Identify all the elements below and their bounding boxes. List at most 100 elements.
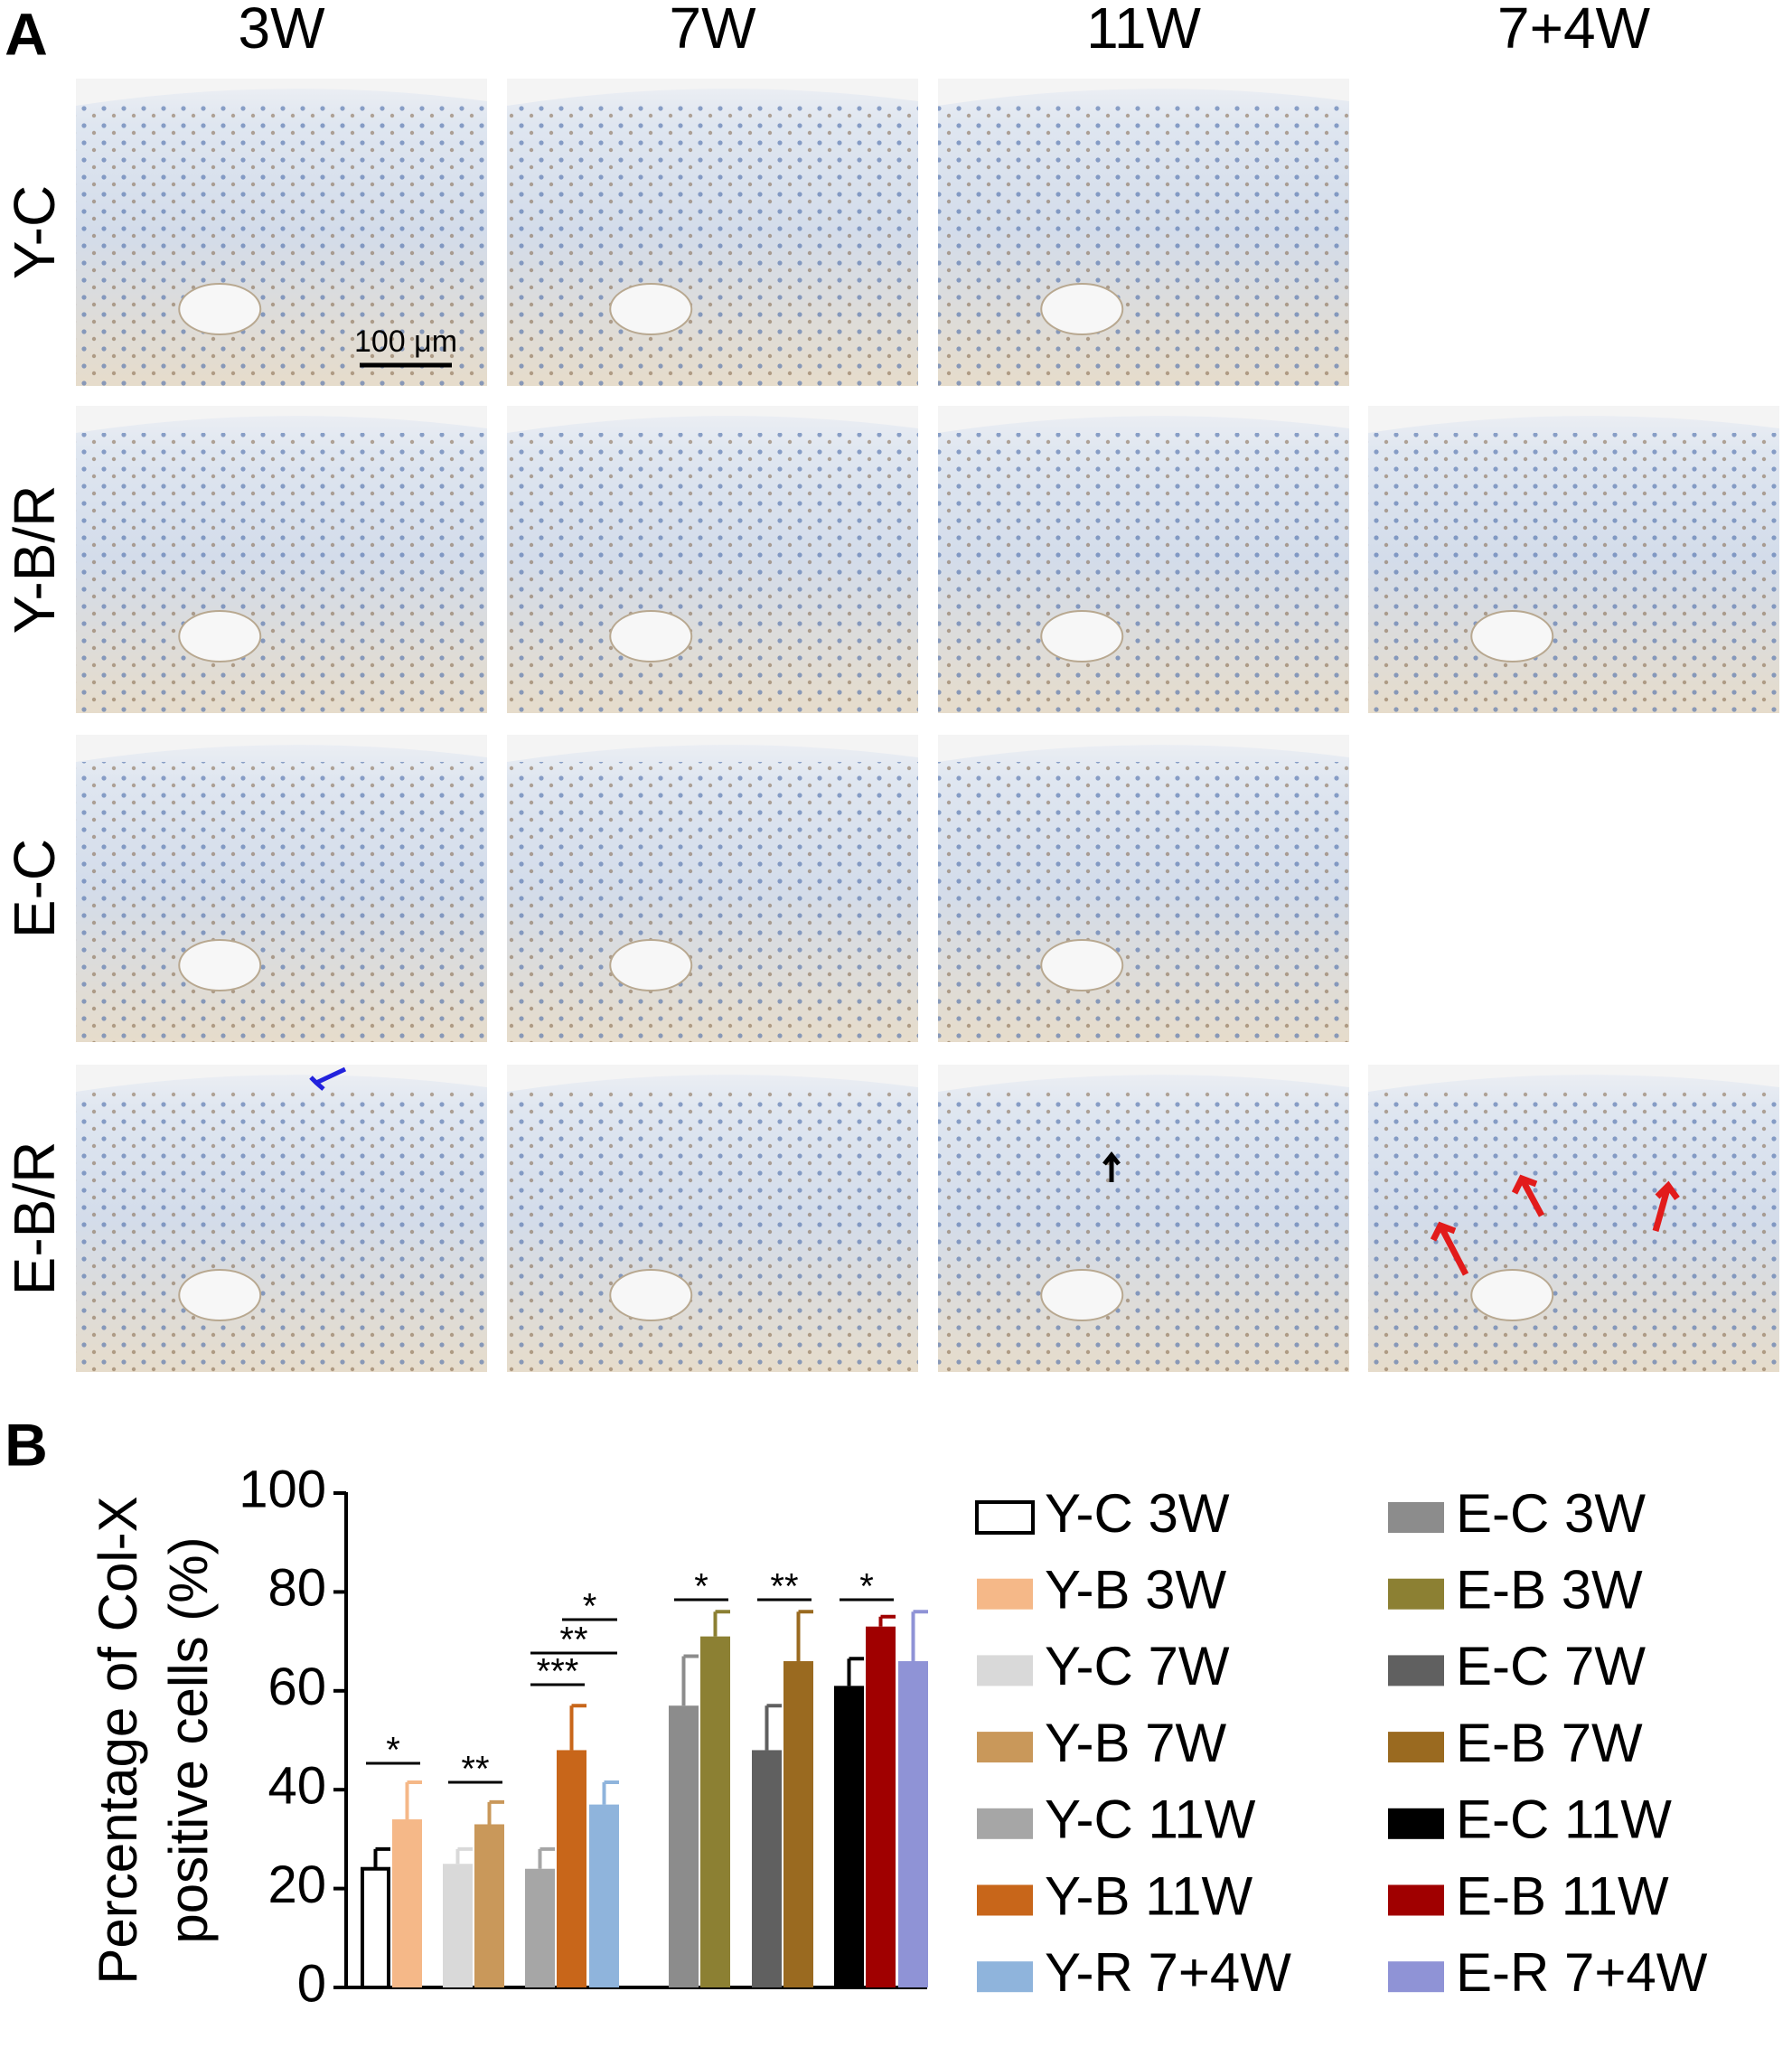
micrograph <box>76 735 487 1042</box>
micrograph <box>76 406 487 713</box>
cartilage-surface <box>507 1065 918 1092</box>
micrograph <box>76 1065 487 1372</box>
marrow-space <box>178 283 262 335</box>
cartilage-surface <box>938 406 1349 433</box>
significance-label: ** <box>559 1621 587 1660</box>
cartilage-surface <box>507 735 918 762</box>
legend-label: E-R 7+4W <box>1456 1942 1708 2003</box>
column-header: 11W <box>1086 0 1201 61</box>
cartilage-surface <box>76 79 487 106</box>
arrow <box>1430 1221 1469 1276</box>
arrow <box>314 1066 347 1085</box>
bar <box>700 1636 730 1987</box>
arrow <box>309 1076 325 1091</box>
legend-label: Y-C 7W <box>1045 1636 1230 1696</box>
cells <box>76 433 487 713</box>
marrow-space <box>1040 283 1124 335</box>
bar <box>525 1868 555 1987</box>
marrow-space <box>609 939 693 991</box>
cartilage-surface <box>507 79 918 106</box>
cells <box>76 106 487 386</box>
micrograph <box>76 79 487 386</box>
row-label: Y-B/R <box>2 485 67 634</box>
cartilage-surface <box>1368 1065 1779 1092</box>
y-tick-label: 0 <box>297 1954 326 2013</box>
marrow-space <box>1040 939 1124 991</box>
micrograph <box>938 79 1349 386</box>
cells <box>938 762 1349 1042</box>
arrow <box>1511 1174 1545 1217</box>
column-header: 7W <box>670 0 757 61</box>
column-header: 3W <box>239 0 326 61</box>
cells <box>507 106 918 386</box>
bar <box>752 1750 782 1987</box>
legend-label: E-C 7W <box>1456 1636 1646 1696</box>
legend-swatch <box>1388 1808 1444 1839</box>
y-tick-label: 40 <box>267 1757 326 1816</box>
bar <box>834 1686 864 1987</box>
significance-label: * <box>859 1567 874 1607</box>
legend-swatch <box>1388 1961 1444 1993</box>
legend-label: Y-B 11W <box>1045 1865 1253 1926</box>
y-tick-label: 20 <box>267 1855 326 1914</box>
cells <box>76 762 487 1042</box>
legend-swatch <box>975 1500 1035 1535</box>
cells <box>938 1092 1349 1372</box>
cartilage-surface <box>938 1065 1349 1092</box>
significance-label: ** <box>461 1750 489 1790</box>
marrow-space <box>609 1269 693 1321</box>
significance-label: *** <box>537 1652 579 1692</box>
significance-label: * <box>386 1731 400 1771</box>
cells <box>1368 1092 1779 1372</box>
arrow <box>1102 1151 1121 1182</box>
y-tick-label: 60 <box>267 1658 326 1716</box>
cartilage-surface <box>507 406 918 433</box>
row-label: E-C <box>2 839 67 938</box>
micrograph <box>507 406 918 713</box>
micrograph <box>507 79 918 386</box>
y-axis-label: positive cells (%) <box>158 1536 219 1943</box>
cells <box>507 1092 918 1372</box>
cells <box>1368 433 1779 713</box>
y-tick-label: 100 <box>239 1460 326 1518</box>
marrow-space <box>1470 1269 1554 1321</box>
bar <box>557 1750 586 1987</box>
significance-label: * <box>583 1587 597 1627</box>
arrow <box>1652 1180 1680 1232</box>
legend-swatch <box>1388 1884 1444 1916</box>
bar-chart: 0 20 40 60 80 100 Percentage of Col-X positive … <box>88 1460 1708 2013</box>
significance-label: ** <box>770 1567 798 1607</box>
bar <box>474 1824 504 1987</box>
histology-grid: 3W 7W 11W 7+4W Y-C Y-B/R E-C E-B/R 100 μm <box>2 0 1779 1372</box>
legend-label: E-B 3W <box>1456 1560 1643 1621</box>
legend-swatch <box>977 1578 1033 1610</box>
y-axis-label: Percentage of Col-X <box>88 1496 148 1984</box>
marrow-space <box>178 939 262 991</box>
legend-label: Y-C 11W <box>1045 1790 1256 1850</box>
legend-swatch <box>977 1655 1033 1686</box>
marrow-space <box>178 1269 262 1321</box>
column-header: 7+4W <box>1497 0 1651 61</box>
panel-label: A <box>5 0 48 67</box>
legend-label: E-B 7W <box>1456 1713 1643 1773</box>
cartilage-surface <box>76 735 487 762</box>
legend-label: Y-C 3W <box>1045 1483 1230 1544</box>
row-label: E-B/R <box>2 1141 67 1296</box>
marrow-space <box>609 610 693 662</box>
micrograph <box>1368 1065 1779 1372</box>
cells <box>76 1092 487 1372</box>
micrograph <box>938 406 1349 713</box>
scale-bar-label: 100 μm <box>354 324 457 359</box>
micrograph <box>507 735 918 1042</box>
micrograph <box>938 1065 1349 1372</box>
marrow-space <box>178 610 262 662</box>
legend-swatch <box>977 1732 1033 1763</box>
marrow-space <box>1470 610 1554 662</box>
legend-label: Y-B 3W <box>1045 1560 1227 1621</box>
cells <box>938 106 1349 386</box>
legend-swatch <box>1388 1502 1444 1533</box>
cells <box>507 762 918 1042</box>
legend-swatch <box>977 1961 1033 1993</box>
